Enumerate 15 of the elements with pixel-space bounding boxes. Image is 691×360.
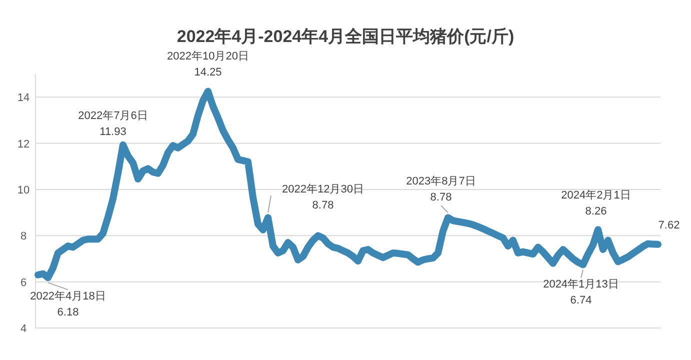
annotation: 2023年8月7日 8.78 [406, 176, 476, 204]
y-tick-label: 14 [17, 92, 30, 104]
y-tick-label: 10 [17, 184, 30, 196]
y-tick-label: 12 [17, 138, 30, 150]
annotation: 2022年12月30日 8.78 [282, 184, 364, 212]
annotation: 2024年2月1日 8.26 [561, 190, 631, 218]
y-tick-label: 8 [20, 230, 27, 243]
annotation: 7.62 [658, 219, 680, 232]
annotation: 2022年10月20日 14.25 [167, 50, 249, 78]
y-tick-label: 4 [20, 323, 27, 335]
annotation: 2022年7月6日 11.93 [78, 110, 148, 138]
chart-title: 2022年4月-2024年4月全国日平均猪价(元/斤) [176, 27, 514, 46]
y-tick-label: 6 [20, 276, 27, 289]
annotation: 2024年1月13日 6.74 [543, 278, 619, 307]
annotation: 2022年4月18日 6.18 [30, 290, 106, 319]
